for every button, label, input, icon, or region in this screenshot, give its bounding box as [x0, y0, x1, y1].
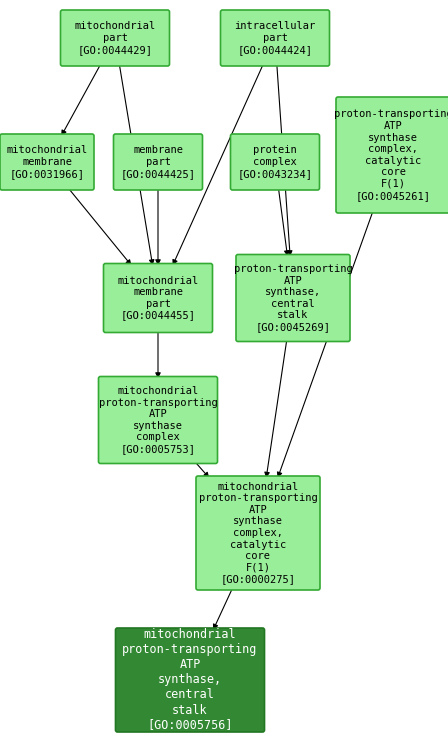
FancyBboxPatch shape — [196, 476, 320, 590]
FancyBboxPatch shape — [220, 10, 329, 66]
Text: proton-transporting
ATP
synthase,
central
stalk
[GO:0045269]: proton-transporting ATP synthase, centra… — [233, 264, 353, 332]
Text: mitochondrial
proton-transporting
ATP
synthase
complex,
catalytic
core
F(1)
[GO:: mitochondrial proton-transporting ATP sy… — [198, 482, 317, 584]
Text: membrane
part
[GO:0044425]: membrane part [GO:0044425] — [121, 145, 195, 178]
Text: protein
complex
[GO:0043234]: protein complex [GO:0043234] — [237, 145, 313, 178]
Text: proton-transporting
ATP
synthase
complex,
catalytic
core
F(1)
[GO:0045261]: proton-transporting ATP synthase complex… — [334, 109, 448, 201]
FancyBboxPatch shape — [236, 255, 350, 342]
Text: mitochondrial
membrane
part
[GO:0044455]: mitochondrial membrane part [GO:0044455] — [117, 276, 198, 321]
FancyBboxPatch shape — [99, 377, 217, 464]
FancyBboxPatch shape — [60, 10, 169, 66]
Text: mitochondrial
membrane
[GO:0031966]: mitochondrial membrane [GO:0031966] — [6, 145, 88, 178]
FancyBboxPatch shape — [113, 134, 202, 190]
FancyBboxPatch shape — [103, 264, 212, 333]
FancyBboxPatch shape — [231, 134, 319, 190]
Text: mitochondrial
proton-transporting
ATP
synthase
complex
[GO:0005753]: mitochondrial proton-transporting ATP sy… — [99, 386, 217, 454]
Text: intracellular
part
[GO:0044424]: intracellular part [GO:0044424] — [234, 22, 316, 55]
Text: mitochondrial
proton-transporting
ATP
synthase,
central
stalk
[GO:0005756]: mitochondrial proton-transporting ATP sy… — [122, 628, 258, 732]
FancyBboxPatch shape — [336, 97, 448, 213]
FancyBboxPatch shape — [0, 134, 94, 190]
FancyBboxPatch shape — [116, 628, 264, 732]
Text: mitochondrial
part
[GO:0044429]: mitochondrial part [GO:0044429] — [74, 22, 155, 55]
